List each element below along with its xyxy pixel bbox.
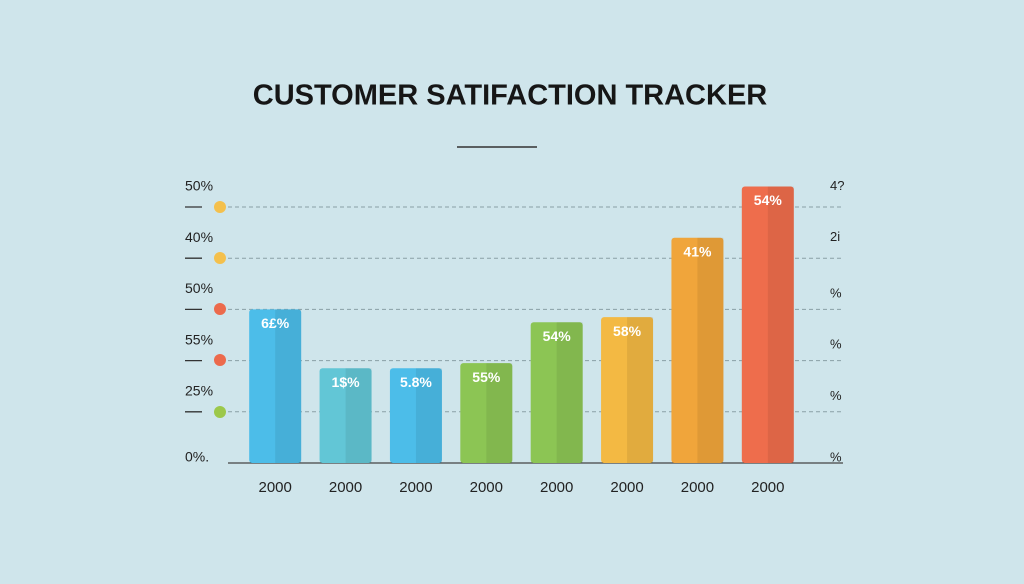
marker-dot xyxy=(214,252,226,264)
bar xyxy=(671,237,724,463)
y-tick-label: 0%. xyxy=(185,449,209,465)
bar xyxy=(601,317,654,463)
bar-shade xyxy=(697,237,724,463)
y-tick-label: 50% xyxy=(185,280,213,296)
x-tick-label: 2000 xyxy=(540,479,573,496)
y2-tick-label: % xyxy=(830,285,842,300)
bar-shade xyxy=(627,317,654,463)
bar xyxy=(319,368,372,463)
bar xyxy=(530,322,583,463)
x-tick-label: 2000 xyxy=(470,479,503,496)
marker-dot xyxy=(214,303,226,315)
value-label: 55% xyxy=(472,369,501,385)
value-label: 1$% xyxy=(332,374,361,390)
bar-shade xyxy=(767,186,794,463)
chart-title: CUSTOMER SATIFACTION TRACKER xyxy=(253,80,768,112)
value-label: 58% xyxy=(613,323,642,339)
y-tick-label: 25% xyxy=(185,383,213,399)
y2-tick-label: % xyxy=(830,337,842,352)
y2-tick-label: 2i xyxy=(830,229,840,244)
y-tick-label: 50% xyxy=(185,178,213,194)
x-tick-label: 2000 xyxy=(259,479,292,496)
value-label: 6£% xyxy=(261,315,290,331)
value-label: 54% xyxy=(754,192,783,208)
y2-tick-label: 4? xyxy=(830,178,844,193)
value-label: 54% xyxy=(543,328,572,344)
marker-dot xyxy=(214,201,226,213)
marker-dot xyxy=(214,354,226,366)
y2-tick-label: % xyxy=(830,449,842,464)
bar-shade xyxy=(556,322,583,463)
x-tick-label: 2000 xyxy=(681,479,714,496)
y2-tick-label: % xyxy=(830,388,842,403)
x-tick-label: 2000 xyxy=(610,479,643,496)
bar xyxy=(249,309,302,463)
bar xyxy=(460,363,513,463)
bar xyxy=(389,368,442,463)
bar-shade xyxy=(415,368,442,463)
bar-shade xyxy=(345,368,372,463)
x-tick-label: 2000 xyxy=(751,479,784,496)
marker-dot xyxy=(214,406,226,418)
bar xyxy=(741,186,794,463)
value-label: 5.8% xyxy=(400,374,432,390)
bar-shade xyxy=(486,363,513,463)
value-label: 41% xyxy=(683,243,712,259)
bar-shade xyxy=(275,309,302,463)
x-tick-label: 2000 xyxy=(399,479,432,496)
y-tick-label: 55% xyxy=(185,331,213,347)
x-tick-label: 2000 xyxy=(329,479,362,496)
y-tick-label: 40% xyxy=(185,229,213,245)
